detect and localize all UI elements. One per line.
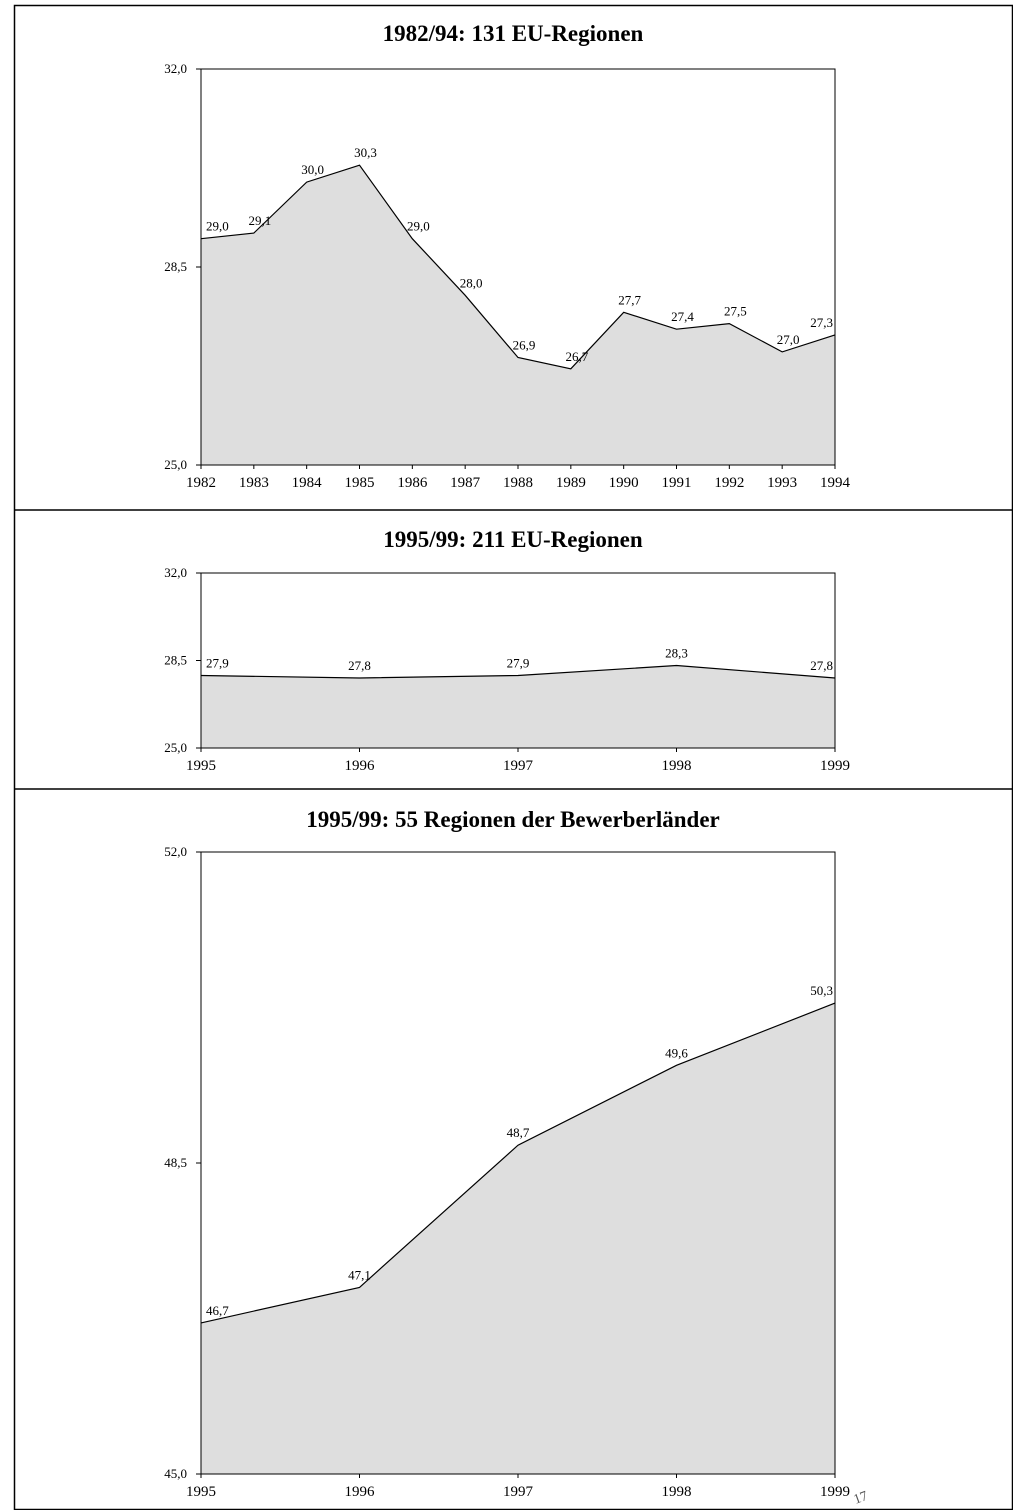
chart-3-x-tick-label: 1996 bbox=[345, 1484, 376, 1500]
chart-1-x-tick-label: 1992 bbox=[714, 475, 744, 491]
chart-2-plot: 25,0 28,5 32,0 1995 1996 1997 1998 1999 27,9 27,8… bbox=[164, 565, 850, 774]
chart-1-data-label: 27,3 bbox=[810, 315, 833, 330]
chart-3-data-label: 49,6 bbox=[665, 1045, 688, 1060]
chart-3-data-label: 48,7 bbox=[507, 1125, 530, 1140]
chart-3-y-tick-label: 45,0 bbox=[164, 1466, 187, 1481]
chart-3-data-label: 46,7 bbox=[206, 1303, 229, 1318]
chart-2-data-label: 28,3 bbox=[665, 646, 688, 661]
chart-3-y-tick-label: 48,5 bbox=[164, 1155, 187, 1170]
chart-3-y-tick-label: 52,0 bbox=[164, 844, 187, 859]
chart-1-data-label: 26,9 bbox=[513, 338, 536, 353]
chart-1-x-tick-label: 1989 bbox=[556, 475, 586, 491]
chart-1-data-label: 27,7 bbox=[618, 292, 641, 307]
chart-3-series-line bbox=[200, 1002, 836, 1324]
chart-1-x-tick-label: 1983 bbox=[239, 475, 269, 491]
chart-3-x-tick-label: 1999 bbox=[820, 1484, 850, 1500]
chart-1-data-label: 29,0 bbox=[407, 219, 430, 234]
chart-1-data-label: 29,1 bbox=[248, 213, 271, 228]
chart-2-y-tick-label: 25,0 bbox=[164, 740, 187, 755]
chart-1-area-fill bbox=[201, 165, 835, 465]
chart-3-x-tick-label: 1997 bbox=[503, 1484, 534, 1500]
chart-1-x-tick-label: 1990 bbox=[609, 475, 639, 491]
chart-1-plot: 25,0 28,5 32,0 1982 1983 1984 1985 1986 1987 1988… bbox=[164, 61, 850, 491]
chart-2-x-tick-label: 1996 bbox=[345, 758, 376, 774]
chart-2-title: 1995/99: 211 EU-Regionen bbox=[383, 527, 643, 552]
chart-2-series-line bbox=[200, 664, 836, 679]
chart-3-title: 1995/99: 55 Regionen der Bewerberländer bbox=[306, 807, 720, 832]
chart-1-data-label: 26,7 bbox=[565, 349, 588, 364]
chart-1-x-tick-label: 1984 bbox=[292, 475, 323, 491]
chart-1-x-tick-label: 1986 bbox=[397, 475, 428, 491]
chart-1-x-tick-label: 1982 bbox=[186, 475, 216, 491]
chart-1-x-tick-label: 1991 bbox=[662, 475, 692, 491]
chart-1-data-label: 27,0 bbox=[777, 332, 800, 347]
chart-2-data-label: 27,8 bbox=[348, 658, 371, 673]
chart-1-data-label: 27,5 bbox=[724, 304, 747, 319]
chart-1-data-label: 30,3 bbox=[354, 145, 377, 160]
chart-1-data-label: 30,0 bbox=[301, 162, 324, 177]
chart-2-x-tick-label: 1997 bbox=[503, 758, 534, 774]
chart-1-x-tick-label: 1994 bbox=[820, 475, 851, 491]
chart-3-plot: 45,0 48,5 52,0 1995 1996 1997 1998 1999 46,7 47,1… bbox=[164, 844, 850, 1500]
chart-1-x-tick-label: 1993 bbox=[767, 475, 797, 491]
chart-1-data-label: 28,0 bbox=[460, 275, 483, 290]
chart-2-x-tick-label: 1998 bbox=[662, 758, 692, 774]
chart-2-x-tick-label: 1999 bbox=[820, 758, 850, 774]
chart-2-y-tick-label: 28,5 bbox=[164, 653, 187, 668]
chart-1-x-tick-label: 1988 bbox=[503, 475, 533, 491]
chart-1-y-tick-label: 28,5 bbox=[164, 259, 187, 274]
chart-2-data-label: 27,9 bbox=[507, 656, 530, 671]
chart-2-data-label: 27,8 bbox=[810, 658, 833, 673]
chart-1-data-label: 29,0 bbox=[206, 219, 229, 234]
chart-1-data-label: 27,4 bbox=[671, 309, 694, 324]
chart-1-series-line bbox=[200, 164, 836, 370]
chart-3-data-label: 50,3 bbox=[810, 983, 833, 998]
chart-2-y-tick-label: 32,0 bbox=[164, 565, 187, 580]
chart-3-area-fill bbox=[201, 1003, 835, 1474]
chart-1-title: 1982/94: 131 EU-Regionen bbox=[383, 21, 644, 46]
chart-2-data-label: 27,9 bbox=[206, 656, 229, 671]
chart-3-data-label: 47,1 bbox=[348, 1267, 371, 1282]
chart-1-x-tick-label: 1987 bbox=[450, 475, 481, 491]
chart-3-x-tick-label: 1995 bbox=[186, 1484, 216, 1500]
chart-2-area-fill bbox=[201, 665, 835, 748]
chart-1-y-tick-label: 25,0 bbox=[164, 457, 187, 472]
chart-3-x-tick-label: 1998 bbox=[662, 1484, 692, 1500]
page-number-mark: 17 bbox=[852, 1489, 870, 1508]
chart-1-y-tick-label: 32,0 bbox=[164, 61, 187, 76]
chart-2-x-tick-label: 1995 bbox=[186, 758, 216, 774]
chart-1-x-tick-label: 1985 bbox=[345, 475, 375, 491]
